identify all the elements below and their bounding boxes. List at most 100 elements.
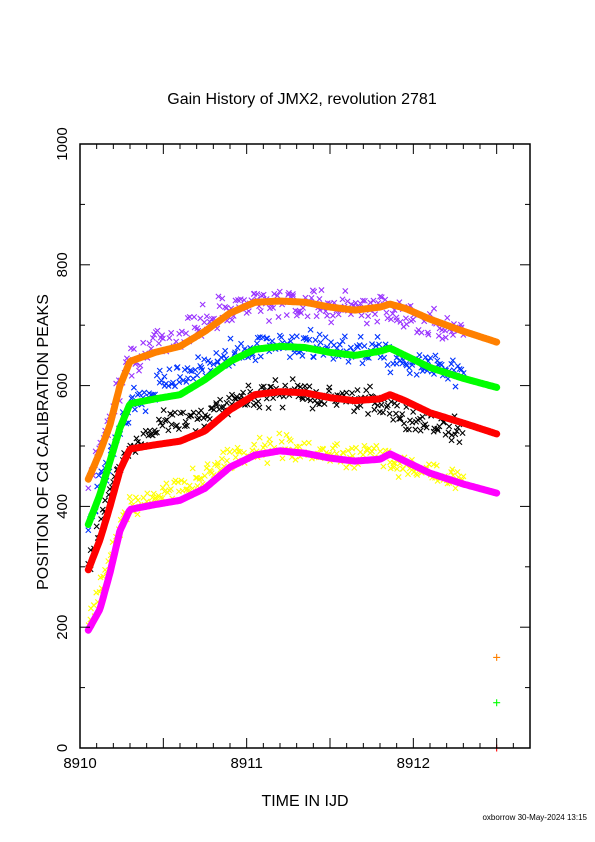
scatter-point-3 xyxy=(163,480,170,487)
fit-point-2 xyxy=(380,394,387,401)
fit-point-0 xyxy=(236,305,243,312)
fit-point-2 xyxy=(392,393,399,400)
scatter-point-2 xyxy=(396,415,403,422)
scatter-point-3 xyxy=(134,511,141,518)
scatter-point-0 xyxy=(335,311,342,318)
scatter-point-3 xyxy=(144,490,151,497)
x-tick-label: 8912 xyxy=(397,755,430,772)
fit-point-3 xyxy=(478,486,485,493)
fit-point-3 xyxy=(200,486,207,493)
scatter-point-0 xyxy=(439,335,446,342)
scatter-point-2 xyxy=(157,419,164,426)
fit-point-1 xyxy=(355,351,362,358)
fit-point-1 xyxy=(167,393,174,400)
fit-point-2 xyxy=(208,422,215,429)
fit-point-0 xyxy=(200,329,207,336)
scatter-point-3 xyxy=(392,460,399,467)
scatter-point-1 xyxy=(361,343,368,350)
scatter-point-1 xyxy=(336,341,343,348)
fit-point-1 xyxy=(89,510,96,517)
scatter-point-0 xyxy=(318,287,325,294)
fit-point-3 xyxy=(261,450,268,457)
scatter-point-0 xyxy=(328,319,335,326)
fit-point-1 xyxy=(228,357,235,364)
scatter-point-3 xyxy=(184,486,191,493)
fit-point-3 xyxy=(216,473,223,480)
y-tick-label: 200 xyxy=(54,615,71,640)
y-tick-label: 400 xyxy=(54,494,71,519)
scatter-point-0 xyxy=(159,335,166,342)
fit-point-1 xyxy=(249,347,256,354)
scatter-point-2 xyxy=(173,422,180,429)
scatter-point-1 xyxy=(393,354,400,361)
fit-point-1 xyxy=(462,375,469,382)
scatter-point-3 xyxy=(380,463,387,470)
scatter-point-1 xyxy=(287,338,294,345)
scatter-point-0 xyxy=(393,317,400,324)
scatter-point-0 xyxy=(339,296,346,303)
scatter-point-2 xyxy=(410,408,417,415)
fit-point-1 xyxy=(159,394,166,401)
scatter-point-2 xyxy=(190,409,197,416)
fit-point-3 xyxy=(236,459,243,466)
fit-point-1 xyxy=(134,399,141,406)
scatter-point-1 xyxy=(176,379,183,386)
fit-point-3 xyxy=(154,501,161,508)
scatter-point-0 xyxy=(383,309,390,316)
fit-point-0 xyxy=(163,346,170,353)
scatter-point-2 xyxy=(240,389,247,396)
fit-point-2 xyxy=(122,456,129,463)
fit-point-2 xyxy=(204,426,211,433)
scatter-point-1 xyxy=(357,333,364,340)
scatter-point-3 xyxy=(192,474,199,481)
fit-point-1 xyxy=(433,366,440,373)
scatter-point-2 xyxy=(162,417,169,424)
fit-point-3 xyxy=(462,481,469,488)
fit-point-1 xyxy=(449,371,456,378)
fit-point-1 xyxy=(191,382,198,389)
scatter-point-0 xyxy=(270,304,277,311)
scatter-point-3 xyxy=(126,493,133,500)
fit-point-3 xyxy=(138,504,145,511)
scatter-point-2 xyxy=(272,377,279,384)
fit-point-0 xyxy=(195,331,202,338)
scatter-point-0 xyxy=(137,362,144,369)
fit-point-1 xyxy=(368,349,375,356)
fit-point-3 xyxy=(458,480,465,487)
scatter-point-3 xyxy=(178,477,185,484)
fit-point-0 xyxy=(318,302,325,309)
scatter-point-0 xyxy=(374,318,381,325)
scatter-point-1 xyxy=(306,336,313,343)
fit-point-0 xyxy=(109,410,116,417)
scatter-point-3 xyxy=(278,438,285,445)
scatter-point-3 xyxy=(296,443,303,450)
scatter-point-2 xyxy=(297,383,304,390)
edge-marker-1 xyxy=(493,699,501,707)
scatter-point-1 xyxy=(373,343,379,350)
fit-point-0 xyxy=(220,314,227,321)
scatter-point-0 xyxy=(316,296,323,303)
scatter-point-2 xyxy=(223,399,230,406)
fit-point-2 xyxy=(404,399,411,406)
scatter-point-1 xyxy=(448,360,455,367)
scatter-point-1 xyxy=(95,472,102,479)
fit-point-3 xyxy=(490,489,497,496)
fit-point-1 xyxy=(154,395,161,402)
scatter-point-2 xyxy=(282,382,289,389)
fit-point-3 xyxy=(265,449,272,456)
fit-point-0 xyxy=(126,360,133,367)
scatter-point-3 xyxy=(390,464,397,471)
scatter-point-2 xyxy=(349,390,356,397)
scatter-point-2 xyxy=(357,402,364,409)
scatter-point-0 xyxy=(257,308,264,315)
scatter-point-1 xyxy=(369,341,376,348)
scatter-point-2 xyxy=(279,404,286,411)
fit-point-0 xyxy=(187,336,194,343)
scatter-point-3 xyxy=(128,498,135,505)
fit-point-2 xyxy=(445,415,452,422)
scatter-point-1 xyxy=(238,340,245,347)
fit-point-3 xyxy=(429,470,436,477)
scatter-point-0 xyxy=(140,339,147,346)
fit-point-0 xyxy=(490,338,497,345)
scatter-point-0 xyxy=(128,372,135,379)
